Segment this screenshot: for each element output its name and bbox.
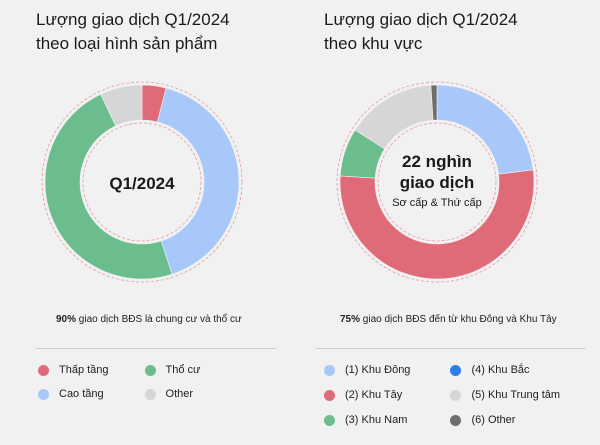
slice-cao-tang <box>157 87 240 275</box>
region-panel: Lượng giao dịch Q1/2024 theo khu vực 22 … <box>300 0 600 445</box>
legend-label: (1) Khu Đông <box>345 364 411 376</box>
title-line-2: theo loại hình sản phẩm <box>36 34 218 53</box>
chart-note: 75% giao dịch BĐS đến từ khu Đông và Khu… <box>340 313 580 327</box>
legend: (1) Khu Đông (4) Khu Bắc (2) Khu Tây (5) Kh… <box>324 362 560 428</box>
legend: Thấp tầng Thổ cư Cao tầng Other <box>38 362 200 402</box>
legend-label: (6) Other <box>471 414 516 426</box>
legend-label: Thổ cư <box>165 364 201 376</box>
legend-item-1-khu-dong: (1) Khu Đông <box>324 362 410 378</box>
note-text: giao dịch BĐS đến từ khu Đông và Khu Tây <box>360 314 557 325</box>
legend-swatch <box>324 389 335 401</box>
chart-title: Lượng giao dịch Q1/2024 theo loại hình s… <box>36 8 296 56</box>
product-type-panel: Lượng giao dịch Q1/2024 theo loại hình s… <box>36 8 296 402</box>
center-label-line-3: Sơ cấp & Thứ cấp <box>392 197 482 209</box>
legend-label: (3) Khu Nam <box>345 414 408 426</box>
legend-label: (4) Khu Bắc <box>471 364 530 376</box>
legend-item-2-khu-tay: (2) Khu Tây <box>324 387 410 403</box>
divider <box>36 348 276 349</box>
legend-item-3-khu-nam: (3) Khu Nam <box>324 412 410 428</box>
legend-item-other: Other <box>144 386 201 402</box>
legend-item-cao-tang: Cao tầng <box>38 386 109 402</box>
outer-ring <box>336 81 538 283</box>
legend-label: Cao tầng <box>59 388 104 400</box>
legend-item-4-khu-bac: (4) Khu Bắc <box>450 362 560 378</box>
legend-swatch <box>450 389 462 401</box>
title-line-1: Lượng giao dịch Q1/2024 <box>324 10 518 29</box>
outer-ring <box>41 81 243 283</box>
note-highlight: 75% <box>340 314 361 325</box>
inner-ring <box>82 122 202 242</box>
legend-swatch <box>324 414 335 426</box>
slice-tho-cu <box>44 93 173 280</box>
legend-swatch <box>450 414 462 426</box>
product-type-donut: Q1/2024 <box>41 81 243 283</box>
legend-label: Thấp tầng <box>59 364 109 376</box>
slice-other <box>100 84 143 127</box>
chart-title: Lượng giao dịch Q1/2024 theo khu vực <box>324 8 584 56</box>
legend-swatch <box>144 388 156 400</box>
legend-item-6-other: (6) Other <box>450 412 560 428</box>
note-highlight: 90% <box>56 314 77 325</box>
center-label-line-1: 22 nghìn <box>402 152 472 171</box>
legend-label: Other <box>165 388 194 400</box>
region-donut: 22 nghìn giao dịch Sơ cấp & Thứ cấp <box>336 81 538 283</box>
divider <box>316 348 586 349</box>
legend-swatch <box>324 364 335 376</box>
inner-ring <box>377 122 497 242</box>
legend-swatch <box>38 388 49 400</box>
title-line-2: theo khu vực <box>324 34 423 53</box>
center-label: Q1/2024 <box>109 174 175 193</box>
legend-label: (2) Khu Tây <box>345 389 403 401</box>
center-label-line-2: giao dịch <box>400 173 475 192</box>
legend-swatch <box>144 364 156 376</box>
legend-item-thap-tang: Thấp tầng <box>38 362 109 378</box>
legend-item-tho-cu: Thổ cư <box>144 362 201 378</box>
slice-2-khu-tay <box>339 169 535 280</box>
legend-label: (5) Khu Trung tâm <box>471 389 561 401</box>
title-line-1: Lượng giao dịch Q1/2024 <box>36 10 230 29</box>
legend-item-5-khu-trung-tam: (5) Khu Trung tâm <box>450 387 560 403</box>
slice-6-other <box>430 84 438 121</box>
note-text: giao dịch BĐS là chung cư và thổ cư <box>76 314 242 325</box>
legend-swatch <box>38 364 49 376</box>
legend-swatch <box>450 364 462 376</box>
chart-note: 90% giao dịch BĐS là chung cư và thổ cư <box>56 313 276 327</box>
